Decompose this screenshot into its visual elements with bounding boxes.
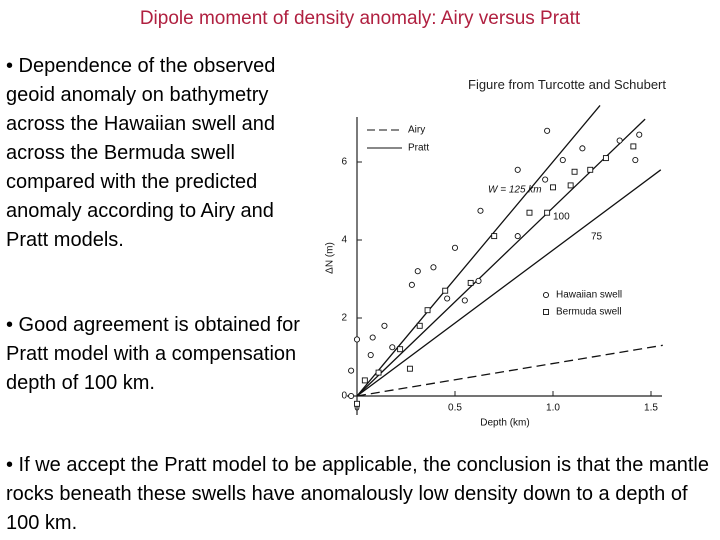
- bullet: • If we accept the Pratt model to be app…: [6, 454, 709, 534]
- data-point: [451, 244, 459, 251]
- data-point: [361, 377, 368, 384]
- data-point: [444, 295, 451, 302]
- data-point: [542, 176, 549, 183]
- x-tick-label: 0.5: [448, 403, 462, 414]
- pratt-line: [356, 118, 646, 397]
- data-point: [602, 155, 609, 162]
- data-point: [348, 392, 355, 400]
- data-point: [430, 264, 437, 271]
- pratt-line: [356, 169, 662, 397]
- line-label: W = 125 km: [488, 185, 542, 196]
- data-point: [636, 131, 643, 138]
- y-tick-label: 2: [341, 313, 347, 324]
- legend-marker: [543, 309, 549, 315]
- data-point: [587, 166, 594, 173]
- legend-label: Bermuda swell: [556, 307, 622, 318]
- y-tick-label: 0: [341, 391, 347, 402]
- data-point: [491, 233, 498, 240]
- x-tick-label: 1.5: [644, 403, 658, 414]
- x-tick-label: 0: [354, 403, 360, 414]
- data-point: [514, 233, 521, 240]
- data-point: [353, 336, 361, 343]
- data-point: [514, 166, 521, 173]
- data-point: [367, 351, 374, 359]
- data-point: [414, 268, 421, 275]
- data-point: [381, 322, 388, 329]
- line-label: 100: [553, 212, 570, 223]
- data-point: [571, 168, 578, 175]
- figure-credit: Figure from Turcotte and Schubert: [468, 77, 666, 92]
- legend-marker: [542, 291, 550, 299]
- data-point: [369, 334, 376, 341]
- data-point: [630, 143, 637, 150]
- pratt-line: [356, 105, 601, 397]
- data-point: [632, 156, 639, 164]
- data-point: [526, 209, 533, 216]
- x-axis-label: Depth (km): [480, 418, 529, 429]
- x-tick-label: 1.0: [546, 403, 560, 414]
- legend-label: Airy: [408, 125, 425, 136]
- data-point: [389, 344, 396, 351]
- data-point: [544, 127, 551, 134]
- data-point: [579, 145, 586, 152]
- data-point: [424, 307, 431, 314]
- data-point: [467, 279, 474, 286]
- data-point: [550, 184, 556, 191]
- data-point: [354, 400, 360, 407]
- line-label: 75: [591, 232, 603, 243]
- y-tick-label: 6: [341, 157, 347, 168]
- data-point: [375, 369, 382, 376]
- y-axis-label: ΔN (m): [325, 242, 336, 274]
- slide-title: Dipole moment of density anomaly: Airy v…: [139, 8, 581, 29]
- data-point: [408, 281, 415, 288]
- airy-line: [356, 344, 663, 397]
- data-point: [406, 365, 413, 372]
- data-point: [475, 277, 482, 285]
- data-point: [461, 297, 468, 304]
- y-tick-label: 4: [341, 235, 347, 246]
- data-point: [397, 346, 404, 353]
- data-point: [559, 156, 566, 164]
- bullet: • Dependence of the observed geoid anoma…: [6, 55, 276, 251]
- data-point: [477, 207, 484, 214]
- data-point: [442, 287, 449, 294]
- bullet: • Good agreement is obtained for Pratt m…: [6, 314, 300, 394]
- data-point: [348, 367, 355, 374]
- legend-label: Hawaiian swell: [556, 290, 622, 301]
- data-point: [544, 209, 551, 216]
- data-point: [567, 182, 574, 189]
- legend-label: Pratt: [408, 143, 429, 154]
- data-point: [416, 322, 423, 329]
- data-point: [616, 137, 623, 144]
